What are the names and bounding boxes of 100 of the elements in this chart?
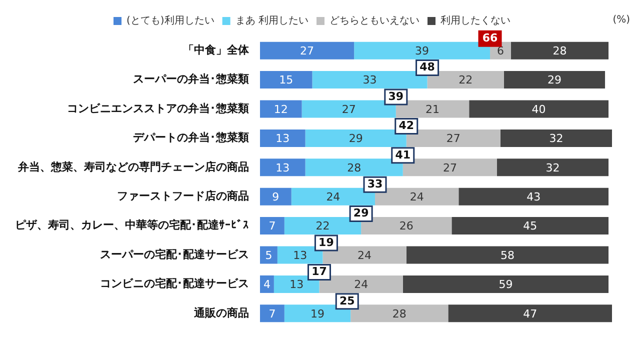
bar <box>469 100 609 118</box>
data-label: 58 <box>500 248 514 262</box>
data-label: 28 <box>552 44 567 58</box>
data-label: 32 <box>549 132 564 146</box>
bar <box>260 275 274 293</box>
data-label: 29 <box>547 74 562 87</box>
data-label: 15 <box>279 74 294 87</box>
bar <box>322 246 406 264</box>
bar <box>277 246 323 264</box>
data-label: 7 <box>268 307 276 320</box>
data-label: 5 <box>265 248 272 262</box>
bar <box>504 71 606 89</box>
bar <box>402 158 497 176</box>
data-label: 43 <box>526 190 541 204</box>
data-label: 7 <box>268 220 276 233</box>
annotation: 41 <box>395 148 411 162</box>
data-label: 59 <box>498 278 513 292</box>
legend-label: どちらともいえない <box>329 16 420 27</box>
data-label: 9 <box>272 190 280 204</box>
bar <box>305 129 406 147</box>
bar <box>260 129 306 147</box>
data-label: 6 <box>496 44 504 58</box>
y-tick-label: コンビニエンスストアの弁当･惣菜類 <box>67 102 249 115</box>
data-label: 24 <box>410 190 424 204</box>
annotation: 42 <box>398 119 414 132</box>
bar <box>284 217 362 235</box>
data-label: 24 <box>354 278 368 292</box>
data-label: 27 <box>300 44 314 58</box>
bar <box>396 100 470 118</box>
data-label: 13 <box>290 278 304 292</box>
y-tick-label: 「中食」全体 <box>183 43 250 56</box>
bar <box>260 71 312 89</box>
bar <box>402 275 609 293</box>
data-label: 28 <box>392 307 406 320</box>
text: (%) <box>612 14 630 26</box>
bar <box>291 188 376 206</box>
data-label: 27 <box>342 102 356 116</box>
bar <box>302 100 396 118</box>
data-label: 24 <box>358 248 372 262</box>
y-tick-label: 通販の商品 <box>193 306 249 320</box>
bar <box>510 42 609 60</box>
y-tick-label: ピザ、寿司、カレー、中華等の宅配･配達ｻｰﾋﾞｽ <box>15 218 249 232</box>
data-label: 13 <box>276 161 290 174</box>
bar <box>354 42 490 60</box>
bar <box>260 100 302 118</box>
annotation: 48 <box>420 60 435 74</box>
data-label: 45 <box>523 220 538 233</box>
data-label: 13 <box>276 132 290 146</box>
y-tick-label: スーパーの弁当･惣菜類 <box>133 72 249 86</box>
bar <box>406 246 609 264</box>
y-tick-label: コンビニの宅配･配達サービス <box>100 277 249 290</box>
data-label: 24 <box>326 190 340 204</box>
data-label: 27 <box>442 161 457 174</box>
bar <box>260 42 354 60</box>
bar <box>406 129 500 147</box>
bar <box>500 129 612 147</box>
data-label: 29 <box>348 132 363 146</box>
bar <box>260 158 306 176</box>
data-label: 19 <box>310 307 325 320</box>
y-tick-label: ファーストフード店の商品 <box>117 189 249 202</box>
bar <box>260 188 292 206</box>
data-label: 33 <box>362 74 377 87</box>
bar <box>319 275 403 293</box>
bar <box>375 188 459 206</box>
bar <box>350 304 448 322</box>
legend-label: まあ 利用したい <box>235 14 308 27</box>
annotation: 33 <box>367 177 383 190</box>
bar <box>496 158 609 176</box>
bar <box>260 246 278 264</box>
data-label: 4 <box>263 278 270 292</box>
data-label: 13 <box>293 248 308 262</box>
y-tick-label: スーパーの宅配･配達サービス <box>100 248 249 261</box>
bar <box>260 304 284 322</box>
data-label: 26 <box>399 220 414 233</box>
data-label: 21 <box>426 102 440 116</box>
data-label: 40 <box>532 102 546 116</box>
bar <box>448 304 612 322</box>
annotation: 66 <box>482 31 498 44</box>
annotation: 19 <box>318 236 334 249</box>
legend-label: (とても)利用したい <box>126 14 214 27</box>
data-label: 22 <box>316 220 330 233</box>
annotation: 25 <box>339 294 355 308</box>
bar <box>305 158 403 176</box>
data-label: 12 <box>274 102 288 116</box>
annotation: 29 <box>353 206 369 220</box>
bar <box>427 71 504 89</box>
y-tick-label: 弁当、惣菜、寿司などの専門チェーン店の商品 <box>17 160 249 174</box>
legend-label: 利用したくない <box>440 14 510 27</box>
bar <box>458 188 609 206</box>
data-label: 47 <box>523 307 538 320</box>
bar <box>452 217 609 235</box>
bar <box>260 217 284 235</box>
data-label: 28 <box>347 161 362 174</box>
y-tick-label: デパートの弁当･惣菜類 <box>133 131 249 144</box>
data-label: 22 <box>458 74 473 87</box>
bar <box>361 217 452 235</box>
data-label: 39 <box>415 44 430 58</box>
data-label: 27 <box>446 132 460 146</box>
data-label: 32 <box>546 161 560 174</box>
annotation: 39 <box>388 90 404 103</box>
